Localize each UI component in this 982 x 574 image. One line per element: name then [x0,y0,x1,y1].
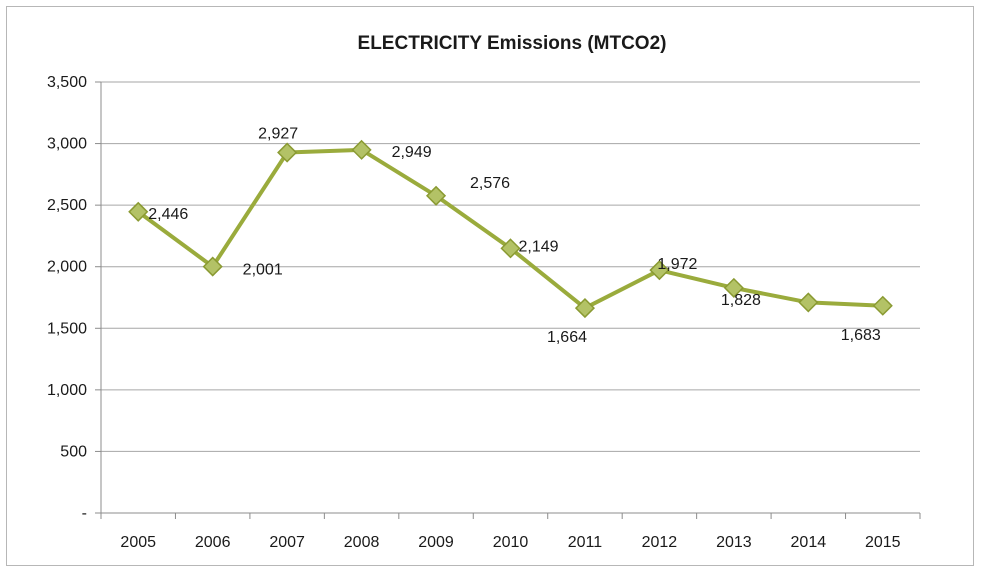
y-tick-label-1000: 1,000 [47,382,87,399]
data-point-2010 [500,238,521,259]
data-label-2009: 2,576 [470,175,510,192]
x-axis-ticks: 2005 2006 2007 2008 2009 2010 2011 2012 2013 2014… [100,513,921,551]
data-point-2006 [202,256,223,277]
data-point-2005 [128,201,149,222]
y-tick-label-500: 500 [60,443,87,460]
x-tick-label-2008: 2008 [344,534,380,551]
data-markers [128,139,893,319]
series-line-path [137,147,883,311]
y-tick-label-3000: 3,000 [47,136,87,153]
x-tick-label-2015: 2015 [865,534,901,551]
x-tick-label-2013: 2013 [716,534,752,551]
y-tick-label-2000: 2,000 [47,259,87,276]
data-label-2013: 1,828 [721,292,761,309]
data-point-2012 [649,260,670,281]
data-point-2011 [574,298,596,319]
gridlines [100,81,920,514]
y-axis-ticks: - 500 1,000 1,500 2,000 2,500 3,000 3,500 [47,74,101,522]
y-tick-label-3500: 3,500 [47,74,87,91]
data-label-2007: 2,927 [258,126,298,143]
x-tick-label-2010: 2010 [493,534,529,551]
data-label-2008: 2,949 [392,144,432,161]
x-tick-label-2009: 2009 [418,534,454,551]
y-tick-label-2500: 2,500 [47,197,87,214]
x-tick-label-2006: 2006 [195,534,231,551]
data-label-2005: 2,446 [148,206,188,223]
data-point-2013 [723,277,744,298]
data-label-2006: 2,001 [243,262,283,279]
x-tick-label-2005: 2005 [120,534,156,551]
data-label-2015: 1,683 [841,327,881,344]
data-point-2008 [351,139,372,160]
x-tick-label-2011: 2011 [568,534,603,551]
y-tick-label-0: - [82,505,87,522]
data-point-2007 [277,142,298,163]
data-label-2012: 1,972 [657,256,697,273]
chart-frame [6,6,974,566]
data-label-2010: 2,149 [519,238,559,255]
data-point-2009 [425,185,447,206]
x-tick-label-2007: 2007 [269,534,305,551]
data-labels: 2,446 2,001 2,927 2,949 2,576 2,149 1,664 1,972… [148,126,881,347]
chart-title: ELECTRICITY Emissions (MTCO2) [358,33,667,54]
series-line [137,147,883,311]
data-label-2011: 1,664 [547,329,587,346]
x-tick-label-2014: 2014 [791,534,827,551]
y-tick-label-1500: 1,500 [47,320,87,337]
x-tick-label-2012: 2012 [642,534,678,551]
data-point-2014 [798,292,819,313]
data-point-2015 [872,295,893,316]
